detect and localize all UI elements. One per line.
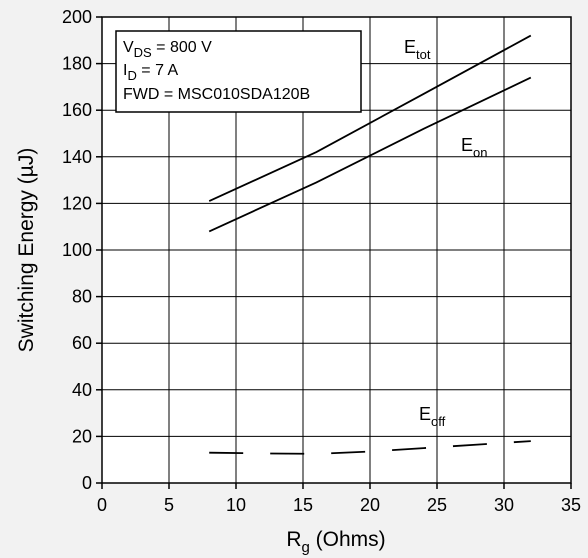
y-tick-label: 200 <box>62 7 92 27</box>
y-tick-label: 40 <box>72 380 92 400</box>
y-tick-label: 160 <box>62 100 92 120</box>
series-label-eon: Eon <box>461 135 487 160</box>
axis-ticks: 0 5 10 15 20 25 30 35 0 20 40 60 80 100 120 140 160 180 20… <box>62 7 581 515</box>
y-tick-label: 60 <box>72 333 92 353</box>
plot-frame <box>101 16 572 484</box>
y-tick-label: 0 <box>82 473 92 493</box>
conditions-box-frame <box>115 30 362 113</box>
x-tick-label: 10 <box>226 495 246 515</box>
vds-condition: VDS = 800 V <box>123 39 212 60</box>
series-label-eoff: Eoff <box>419 404 446 429</box>
series-line-eon <box>208 76 532 233</box>
y-tick-label: 140 <box>62 147 92 167</box>
id-condition: ID = 7 A <box>123 62 179 83</box>
y-tick-label: 180 <box>62 54 92 74</box>
x-tick-label: 25 <box>427 495 447 515</box>
series-line-eoff <box>209 440 531 455</box>
y-tick-label: 20 <box>72 426 92 446</box>
y-tick-label: 120 <box>62 193 92 213</box>
x-axis-title: Rg (Ohms) <box>286 528 385 556</box>
y-tick-label: 80 <box>72 287 92 307</box>
conditions-box: VDS = 800 V ID = 7 A FWD = MSC010SDA120B <box>115 30 362 113</box>
x-tick-label: 15 <box>293 495 313 515</box>
y-axis-title: Switching Energy (µJ) <box>15 148 38 353</box>
series-label-etot: Etot <box>404 37 431 62</box>
x-tick-label: 0 <box>97 495 107 515</box>
x-tick-label: 35 <box>561 495 581 515</box>
x-tick-label: 20 <box>360 495 380 515</box>
fwd-condition: FWD = MSC010SDA120B <box>123 86 310 103</box>
y-tick-label: 100 <box>62 240 92 260</box>
x-tick-label: 30 <box>494 495 514 515</box>
series-lines <box>208 34 532 455</box>
series-line-etot <box>208 34 532 202</box>
x-tick-label: 5 <box>164 495 174 515</box>
